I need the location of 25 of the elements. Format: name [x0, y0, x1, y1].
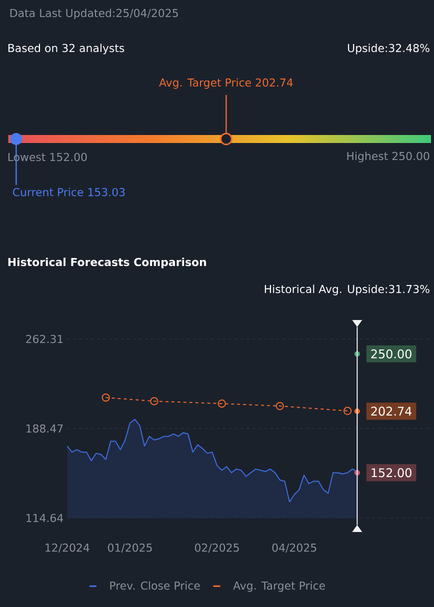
legend-label: Prev. Close Price [110, 581, 200, 590]
data-label: 250.00 [371, 349, 412, 358]
legend-label: Avg. Target Price [233, 581, 325, 592]
point [150, 397, 158, 406]
text: Upside:32.48% [348, 44, 430, 54]
x-tick-label: 02/2025 [194, 544, 239, 553]
point [343, 406, 352, 415]
text: Current Price 153.03 [12, 188, 125, 196]
text: Based on 32 analysts [8, 44, 124, 54]
text: Highest 250.00 [347, 152, 430, 162]
x-tick-label: 04/2025 [272, 544, 316, 553]
y-tick-label: 262.31 [26, 334, 63, 344]
text: Data Last Updated:25/04/2025 [10, 8, 178, 20]
data-label: 152.00 [372, 468, 412, 478]
data-label: 202.74 [371, 406, 412, 416]
text: Avg. Target Price 202.74 [158, 78, 293, 89]
x-tick-label: 12/2024 [46, 544, 90, 553]
point [276, 402, 284, 410]
chart-subtitle: Historical Avg. Upside:31.73% [264, 284, 430, 296]
point [102, 393, 110, 402]
y-tick-label: 114.64 [26, 514, 63, 522]
y-tick-label: 188.47 [26, 424, 63, 433]
point [218, 400, 226, 408]
chart-title: Historical Forecasts Comparison [8, 258, 206, 268]
x-tick-label: 01/2025 [108, 544, 152, 553]
